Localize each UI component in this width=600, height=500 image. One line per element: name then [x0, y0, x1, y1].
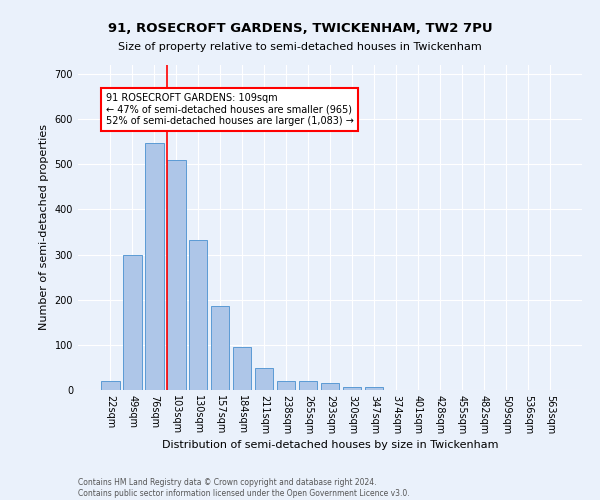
- Text: Size of property relative to semi-detached houses in Twickenham: Size of property relative to semi-detach…: [118, 42, 482, 52]
- Bar: [343, 387, 361, 390]
- Bar: [167, 160, 185, 390]
- Bar: [277, 381, 295, 390]
- Bar: [123, 254, 142, 390]
- Bar: [299, 381, 317, 390]
- Text: Contains HM Land Registry data © Crown copyright and database right 2024.
Contai: Contains HM Land Registry data © Crown c…: [78, 478, 410, 498]
- Text: 91, ROSECROFT GARDENS, TWICKENHAM, TW2 7PU: 91, ROSECROFT GARDENS, TWICKENHAM, TW2 7…: [107, 22, 493, 36]
- Text: 91 ROSECROFT GARDENS: 109sqm
← 47% of semi-detached houses are smaller (965)
52%: 91 ROSECROFT GARDENS: 109sqm ← 47% of se…: [106, 92, 353, 126]
- Bar: [255, 368, 274, 390]
- Bar: [101, 381, 119, 390]
- Bar: [320, 383, 340, 390]
- Bar: [189, 240, 208, 390]
- X-axis label: Distribution of semi-detached houses by size in Twickenham: Distribution of semi-detached houses by …: [162, 440, 498, 450]
- Bar: [365, 387, 383, 390]
- Bar: [211, 306, 229, 390]
- Y-axis label: Number of semi-detached properties: Number of semi-detached properties: [39, 124, 49, 330]
- Bar: [233, 346, 251, 390]
- Bar: [145, 143, 164, 390]
